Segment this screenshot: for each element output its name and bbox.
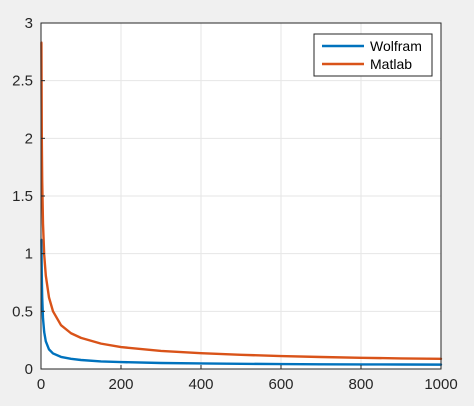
legend: Wolfram Matlab	[313, 33, 433, 77]
y-tick-label: 0.5	[12, 303, 33, 320]
x-axis: 0 200 400 600 800 1000	[37, 365, 458, 393]
y-tick-label: 1.5	[12, 188, 33, 205]
y-tick-label: 2	[25, 130, 33, 147]
y-axis: 0 0.5 1 1.5 2 2.5 3	[12, 15, 45, 378]
x-tick-label: 1000	[424, 376, 457, 393]
legend-label-wolfram: Wolfram	[370, 38, 422, 54]
x-tick-label: 600	[268, 376, 293, 393]
x-tick-label: 200	[108, 376, 133, 393]
legend-box	[313, 33, 433, 77]
series-line-wolfram	[40, 238, 443, 366]
y-tick-label: 0	[25, 361, 33, 378]
plot-series	[40, 41, 443, 366]
series-line-matlab	[40, 41, 443, 361]
y-tick-label: 1	[25, 246, 33, 263]
x-tick-label: 800	[348, 376, 373, 393]
y-tick-label: 2.5	[12, 73, 33, 90]
y-tick-label: 3	[25, 15, 33, 32]
grid-lines	[41, 23, 441, 369]
legend-label-matlab: Matlab	[370, 56, 412, 72]
x-tick-label: 0	[37, 376, 45, 393]
x-tick-label: 400	[188, 376, 213, 393]
